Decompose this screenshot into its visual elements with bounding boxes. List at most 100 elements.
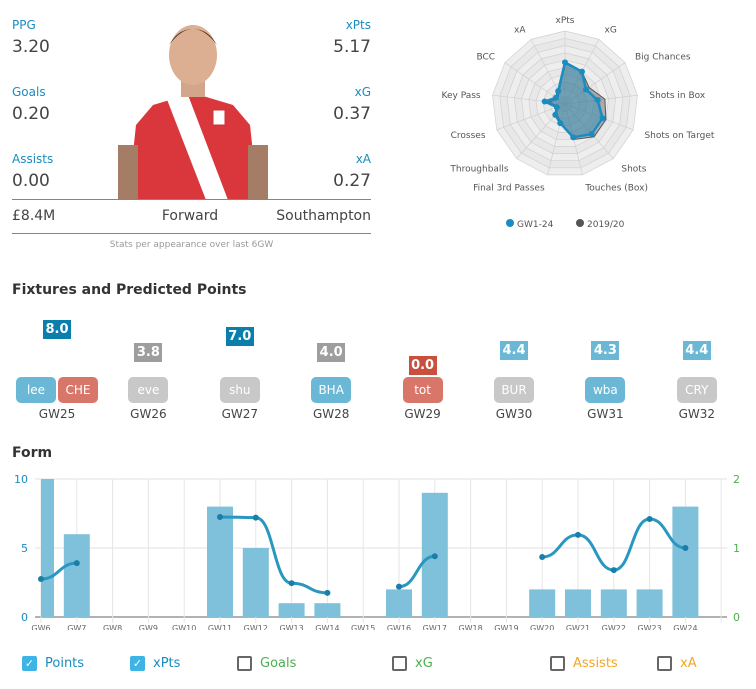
x-tick: GW10 — [172, 624, 196, 630]
opponent-badge[interactable]: CHE — [58, 377, 98, 403]
opponent-badge[interactable]: BHA — [311, 377, 352, 403]
checkbox-icon[interactable]: ✓ — [130, 656, 145, 671]
xpts-point[interactable] — [252, 514, 259, 521]
position: Forward — [161, 208, 219, 224]
y-left-tick: 10 — [14, 473, 28, 486]
radar-axis-label: BCC — [476, 53, 495, 63]
x-tick: GW12 — [244, 624, 268, 630]
xpts-point[interactable] — [431, 553, 438, 560]
assists-value: 0.00 — [12, 171, 50, 191]
assists-label: Assists — [12, 152, 54, 166]
xpts-point[interactable] — [324, 589, 331, 596]
radar-axis-label: Big Chances — [635, 53, 691, 63]
radar-point — [588, 131, 595, 138]
divider — [12, 199, 371, 200]
xpts-point[interactable] — [682, 545, 689, 551]
ppg-value: 3.20 — [12, 37, 50, 57]
xpts-line — [219, 515, 328, 595]
legend-toggle-assists[interactable]: Assists — [550, 656, 618, 671]
predicted-points: 3.8 — [134, 343, 163, 362]
radar-spoke — [564, 94, 638, 105]
legend-toggle-xg[interactable]: xG — [392, 656, 433, 671]
radar-spoke — [547, 103, 566, 175]
checkbox-icon[interactable] — [237, 656, 252, 671]
xpts-line — [398, 554, 436, 589]
xpts-point[interactable] — [539, 553, 546, 560]
x-tick: GW18 — [458, 624, 482, 630]
radar-axis-label: Touches (Box) — [584, 184, 648, 194]
radar-axis-label: Throughballs — [449, 165, 509, 175]
opponent-badge[interactable]: shu — [219, 377, 260, 403]
radar-point — [570, 134, 577, 141]
legend-marker — [506, 219, 514, 227]
points-bar[interactable] — [314, 603, 341, 617]
x-tick: GW23 — [637, 624, 661, 630]
points-bar[interactable] — [672, 506, 699, 617]
points-bar[interactable] — [278, 603, 305, 617]
radar-spoke — [564, 103, 614, 159]
points-bar[interactable] — [207, 506, 233, 617]
predicted-points: 0.0 — [408, 356, 437, 375]
checkbox-icon[interactable]: ✓ — [22, 656, 37, 671]
x-tick: GW24 — [673, 624, 697, 630]
checkbox-icon[interactable] — [550, 656, 565, 671]
checkbox-icon[interactable] — [392, 656, 407, 671]
predicted-points: 4.4 — [500, 341, 528, 360]
gameweek-label: GW32 — [678, 407, 716, 421]
xa-label: xA — [355, 152, 371, 166]
x-tick: GW16 — [387, 624, 411, 630]
radar-spoke — [564, 62, 626, 105]
gameweek-label: GW28 — [312, 407, 350, 421]
xpts-point[interactable] — [38, 576, 44, 583]
x-tick: GW17 — [423, 624, 447, 630]
legend-label: xPts — [153, 656, 181, 671]
points-bar[interactable] — [636, 589, 663, 617]
radar-legend-item[interactable]: GW1-24 — [517, 220, 554, 230]
opponent-badge[interactable]: wba — [585, 377, 626, 403]
opponent-badge[interactable]: tot — [402, 377, 443, 403]
xpts-point[interactable] — [73, 560, 80, 567]
radar-axis-label: Crosses — [451, 131, 486, 141]
opponent-badge[interactable]: lee — [16, 377, 56, 403]
xpts-value: 5.17 — [333, 37, 371, 57]
predicted-points: 4.0 — [317, 343, 346, 362]
points-bar[interactable] — [386, 589, 412, 617]
points-bar[interactable] — [565, 589, 591, 617]
xg-value: 0.37 — [333, 104, 371, 124]
radar-axis-label: Key Pass — [442, 91, 481, 101]
points-bar[interactable] — [63, 534, 90, 617]
gameweek-label: GW25 — [38, 407, 76, 421]
gameweek-label: GW30 — [495, 407, 533, 421]
radar-legend-item[interactable]: 2019/20 — [587, 220, 625, 230]
legend-toggle-xa[interactable]: xA — [657, 656, 697, 671]
checkbox-icon[interactable] — [657, 656, 672, 671]
xpts-label: xPts — [345, 18, 371, 32]
legend-toggle-goals[interactable]: Goals — [237, 656, 296, 671]
goals-label: Goals — [12, 85, 46, 99]
y-right-tick: 0 — [733, 611, 740, 624]
legend-label: xA — [680, 656, 697, 671]
xpts-point[interactable] — [288, 580, 295, 587]
gameweek-label: GW27 — [221, 407, 259, 421]
x-tick: GW21 — [566, 624, 590, 630]
opponent-badge[interactable]: eve — [128, 377, 169, 403]
opponent-badge[interactable]: BUR — [494, 377, 534, 403]
x-tick: GW13 — [279, 624, 303, 630]
xpts-point[interactable] — [610, 567, 617, 574]
points-bar[interactable] — [529, 589, 556, 617]
legend-toggle-points[interactable]: ✓ Points — [22, 656, 84, 671]
legend-toggle-xpts[interactable]: ✓ xPts — [130, 656, 180, 671]
xpts-point[interactable] — [646, 516, 653, 523]
divider — [12, 233, 371, 234]
points-bar[interactable] — [242, 548, 269, 617]
xpts-point[interactable] — [396, 583, 402, 590]
opponent-badge[interactable]: CRY — [676, 377, 717, 403]
xpts-point[interactable] — [575, 531, 581, 538]
form-chart: 0 5 10 0 1 2 GW6 GW7 GW8 GW9 GW10 GW11 GW12 GW13 GW14 G… — [14, 473, 740, 630]
fixtures-title: Fixtures and Predicted Points — [12, 282, 247, 298]
predicted-points: 8.0 — [43, 320, 71, 339]
points-bar[interactable] — [41, 479, 54, 617]
points-bar[interactable] — [600, 589, 627, 617]
xpts-point[interactable] — [217, 513, 223, 520]
legend-label: xG — [415, 656, 433, 671]
